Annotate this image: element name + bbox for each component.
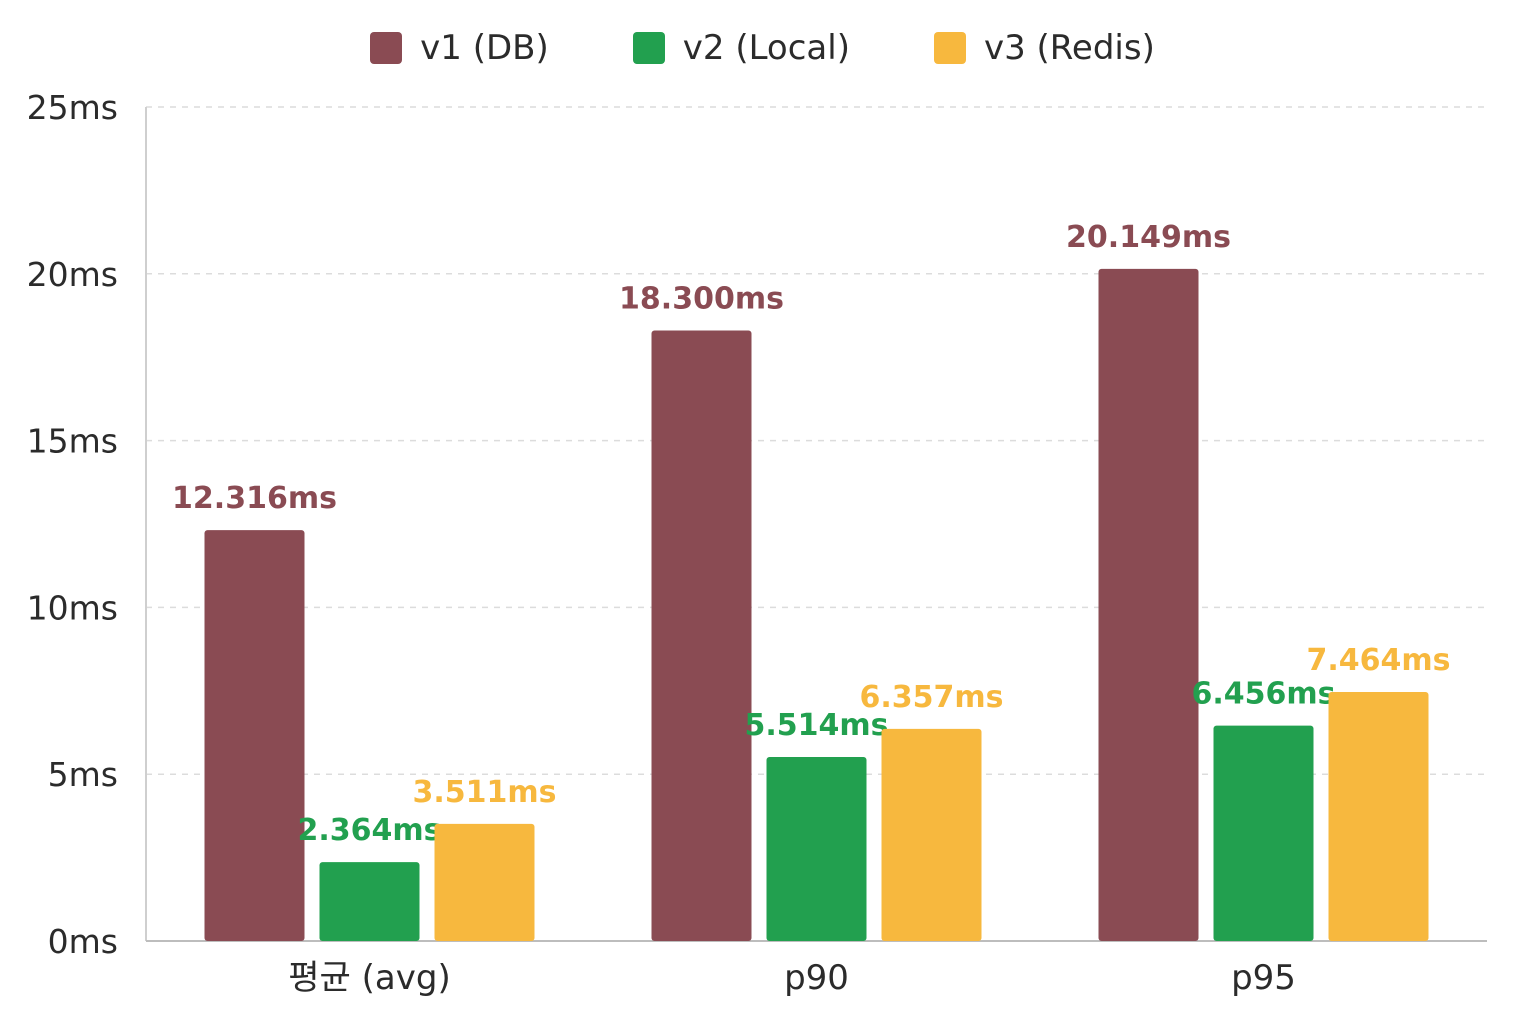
data-label: 7.464ms [1306,643,1450,678]
bar [319,862,420,941]
data-label: 20.149ms [1066,220,1231,255]
data-label: 3.511ms [412,775,556,810]
bar [204,530,305,941]
bar [1098,268,1199,941]
legend-swatch-v3 [933,32,966,64]
bar [766,757,867,941]
data-label: 6.357ms [859,680,1003,715]
data-label: 2.364ms [297,813,441,848]
legend-label-v1: v1 (DB) [420,28,549,68]
bar [1328,692,1429,941]
x-tick-label: p90 [784,958,849,998]
legend-label-v2: v2 (Local) [682,28,850,68]
data-label: 5.514ms [744,708,888,743]
bar [881,728,982,941]
bar [651,330,752,942]
y-tick-label: 10ms [27,588,118,627]
data-label: 12.316ms [172,481,337,516]
legend-swatch-v1 [370,32,403,64]
legend-item-v2: v2 (Local) [632,28,850,68]
y-tick-label: 5ms [48,755,118,794]
y-tick-label: 20ms [27,255,118,294]
legend: v1 (DB) v2 (Local) v3 (Redis) [0,28,1525,68]
bar [434,823,535,941]
data-label: 6.456ms [1191,677,1335,712]
legend-item-v1: v1 (DB) [370,28,549,68]
x-tick-label: 평균 (avg) [288,958,450,998]
legend-label-v3: v3 (Redis) [983,28,1155,68]
y-tick-label: 15ms [27,422,118,461]
x-tick-label: p95 [1231,958,1296,998]
y-tick-label: 25ms [27,88,118,127]
bar [1213,725,1314,941]
legend-swatch-v2 [632,32,665,64]
legend-item-v3: v3 (Redis) [933,28,1155,68]
data-label: 18.300ms [619,282,784,317]
y-tick-label: 0ms [48,922,118,961]
